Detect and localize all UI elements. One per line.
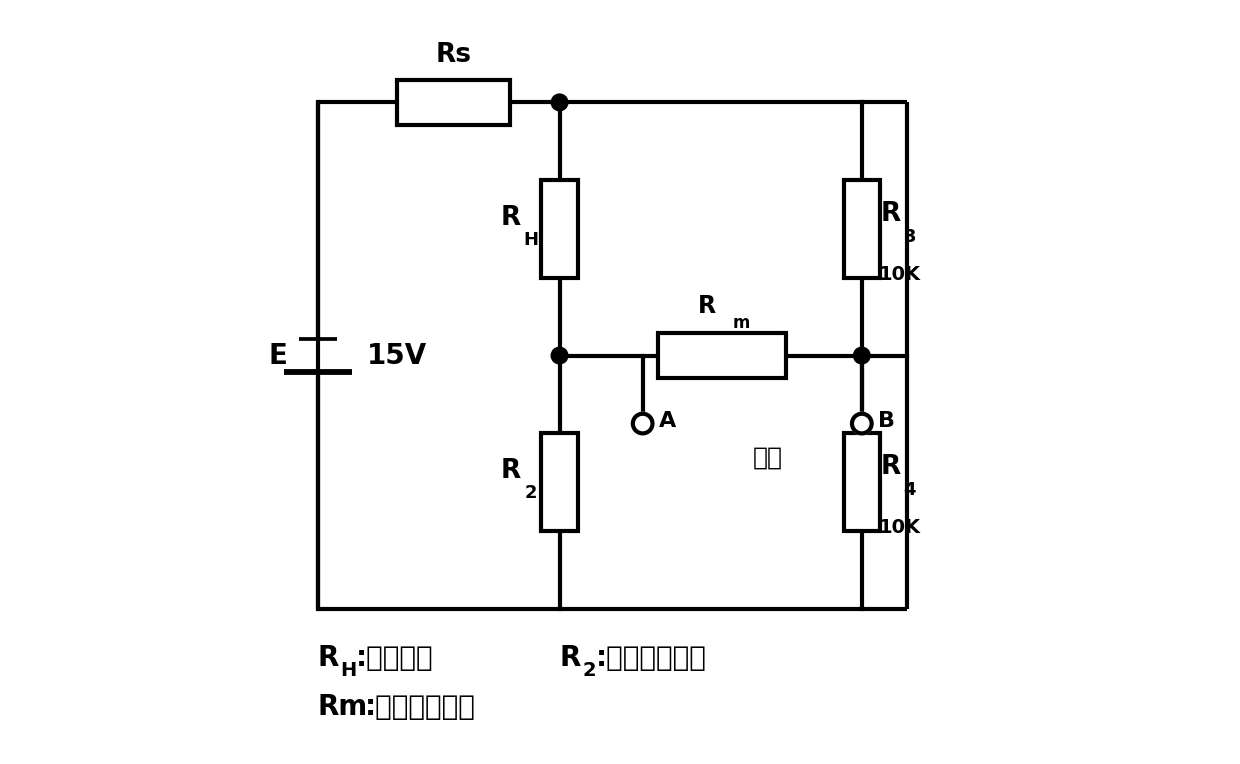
Text: 10K: 10K [878, 518, 920, 537]
Text: 4: 4 [904, 481, 916, 499]
Text: R: R [880, 201, 901, 227]
Text: E: E [269, 342, 288, 370]
Circle shape [853, 348, 870, 364]
Text: Rm: Rm [317, 693, 368, 721]
Circle shape [632, 414, 652, 433]
Text: :温度补偿元件: :温度补偿元件 [595, 644, 707, 672]
Bar [843, 433, 880, 531]
Text: 输出: 输出 [753, 445, 782, 470]
Bar [542, 180, 578, 278]
Bar [542, 433, 578, 531]
Text: 2: 2 [583, 661, 596, 680]
Text: H: H [523, 231, 538, 249]
Text: m: m [732, 314, 750, 332]
Text: R: R [559, 644, 580, 672]
Text: A: A [660, 411, 677, 432]
Text: R: R [500, 458, 521, 484]
Circle shape [552, 348, 568, 364]
Circle shape [852, 414, 872, 433]
Bar [657, 333, 786, 378]
Text: 2: 2 [525, 484, 537, 503]
Text: :湿敏元件: :湿敏元件 [356, 644, 433, 672]
Text: R: R [880, 454, 901, 480]
Text: H: H [341, 661, 357, 680]
Text: R: R [317, 644, 339, 672]
Bar [843, 180, 880, 278]
Text: :输出回路电阻: :输出回路电阻 [365, 693, 475, 721]
Text: B: B [878, 411, 895, 432]
Bar [397, 79, 511, 125]
Text: 15V: 15V [367, 342, 427, 370]
Text: 10K: 10K [878, 265, 920, 283]
Text: R: R [698, 294, 715, 319]
Text: Rs: Rs [435, 42, 471, 69]
Text: R: R [500, 205, 521, 231]
Text: 3: 3 [904, 228, 916, 245]
Circle shape [552, 94, 568, 111]
